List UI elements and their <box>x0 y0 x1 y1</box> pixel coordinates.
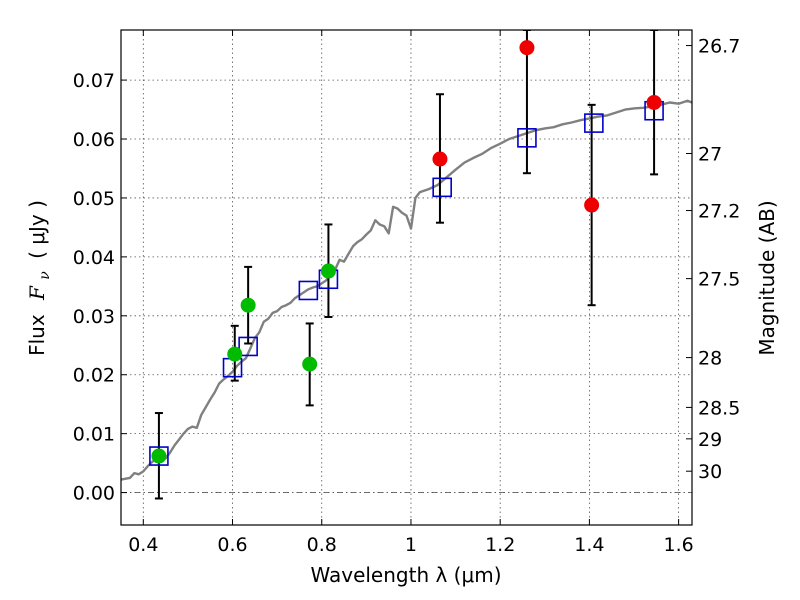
model-square-marker <box>584 113 604 133</box>
x-tick-label: 1.2 <box>485 534 515 556</box>
y-tick-label: 0.04 <box>73 247 115 269</box>
mag-tick-label: 26.7 <box>698 36 740 58</box>
red-data-point <box>646 94 662 110</box>
y-axis-title-unit: ( μJy ) <box>25 200 49 259</box>
x-tick-label: 0.6 <box>217 534 247 556</box>
grid-lines <box>121 30 692 525</box>
y-axis-title: Flux F ν ( μJy ) <box>25 200 54 356</box>
model-square-marker <box>298 280 319 301</box>
y-tick-label: 0.01 <box>73 424 115 446</box>
red-data-point <box>519 40 535 56</box>
red-data-point <box>432 151 448 167</box>
green-data-point <box>302 356 318 372</box>
mag-tick-label: 27 <box>698 143 722 165</box>
mag-tick-label: 28.5 <box>698 397 740 419</box>
y-tick-label: 0.06 <box>73 129 115 151</box>
model-square-marker <box>238 336 258 357</box>
x-tick-label: 0.8 <box>307 534 337 556</box>
x-tick-label: 1.4 <box>574 534 604 556</box>
model-square-marker <box>432 177 452 198</box>
mag-tick-label: 27.2 <box>698 201 740 223</box>
y-axis-title-flux: Flux <box>25 314 49 356</box>
green-data-point <box>320 263 336 279</box>
axis-ticks <box>121 30 692 525</box>
y-axis-title-f: F <box>25 285 49 301</box>
mag-tick-label: 29 <box>698 429 722 451</box>
x-tick-label: 0.4 <box>128 534 158 556</box>
mag-tick-label: 28 <box>698 348 722 370</box>
mag-tick-label: 30 <box>698 461 722 483</box>
y-axis-title-nu: ν <box>37 271 53 280</box>
x-tick-label: 1 <box>405 534 417 556</box>
y2-axis-title: Magnitude (AB) <box>755 200 779 355</box>
red-data-point <box>584 197 600 213</box>
green-data-point <box>227 346 243 362</box>
model-square-marker <box>149 446 169 466</box>
mag-tick-label: 27.5 <box>698 269 740 291</box>
x-axis-title: Wavelength λ (μm) <box>310 563 501 587</box>
y-tick-label: 0.03 <box>73 306 115 328</box>
y-tick-label: 0.00 <box>73 483 115 505</box>
model-spectrum-line <box>121 99 692 481</box>
x-tick-label: 1.6 <box>664 534 694 556</box>
model-square-marker <box>517 128 537 148</box>
y-tick-label: 0.02 <box>73 365 115 387</box>
y-tick-label: 0.07 <box>73 70 115 92</box>
y-tick-label: 0.05 <box>73 188 115 210</box>
plot-frame <box>120 29 693 526</box>
green-data-point <box>240 297 256 313</box>
green-data-point <box>151 448 167 464</box>
plot-area <box>121 30 692 500</box>
